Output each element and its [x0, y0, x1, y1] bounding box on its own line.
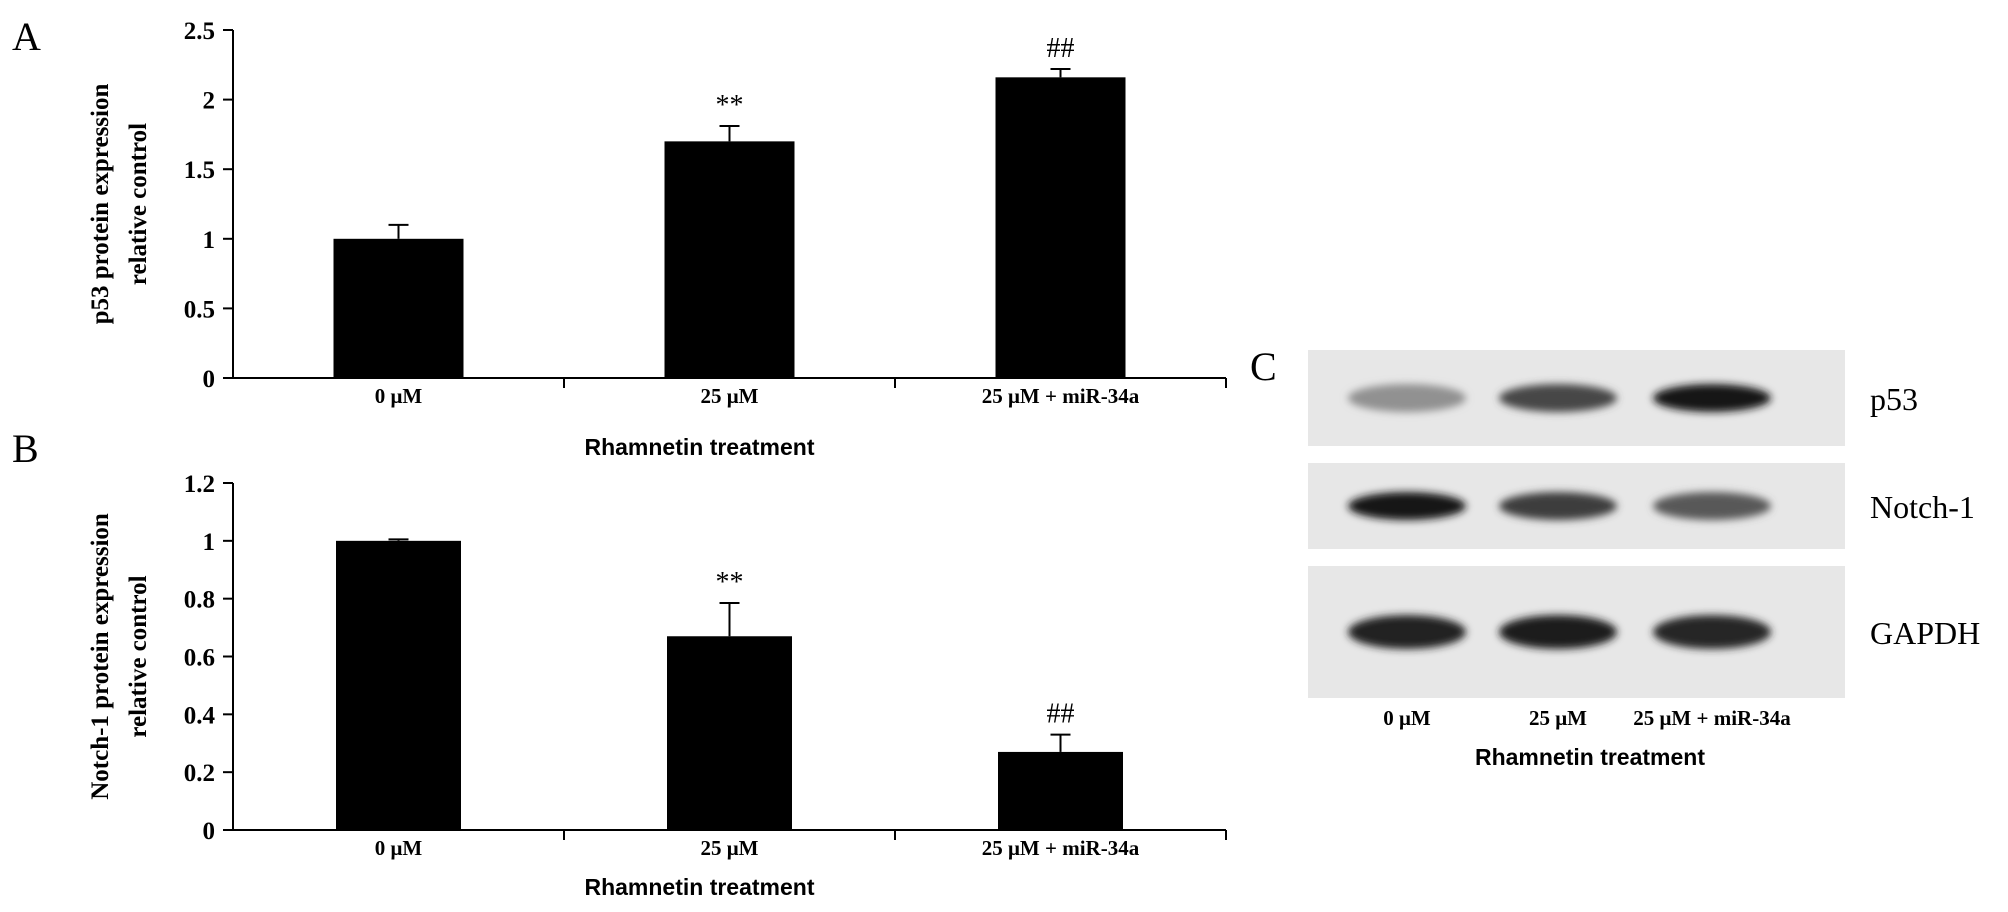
y-tick-label: 2	[203, 88, 216, 115]
chart-a-ylabel-line-2: relative control	[125, 123, 152, 285]
blot-row-label: Notch-1	[1870, 489, 1975, 525]
blot-band	[1348, 492, 1466, 520]
panel-letter-a: A	[12, 14, 41, 59]
y-tick-label: 1	[203, 227, 216, 254]
blot-band	[1653, 615, 1771, 649]
significance-label: ##	[1047, 699, 1075, 730]
category-label: 0 μM	[375, 384, 423, 408]
blot-band	[1499, 615, 1617, 649]
y-tick-label: 0.5	[184, 296, 215, 323]
significance-label: **	[716, 90, 744, 121]
category-label: 0 μM	[375, 836, 423, 860]
blot-row-label: p53	[1870, 381, 1918, 417]
bar	[998, 751, 1123, 830]
bar	[664, 141, 795, 378]
blot-row-label: GAPDH	[1870, 615, 1980, 651]
y-tick-label: 1.5	[184, 157, 215, 184]
bar	[336, 540, 461, 830]
y-tick-label: 1	[203, 529, 216, 556]
blot-lane-label: 25 μM	[1529, 706, 1587, 730]
blot-band	[1653, 384, 1771, 412]
category-label: 25 μM + miR-34a	[982, 836, 1140, 860]
y-tick-label: 0	[203, 366, 216, 393]
significance-label: **	[716, 567, 744, 598]
panel-letter-c: C	[1250, 344, 1277, 389]
category-label: 25 μM	[701, 836, 759, 860]
blot-xlabel: Rhamnetin treatment	[1475, 744, 1705, 770]
category-label: 25 μM + miR-34a	[982, 384, 1140, 408]
blot-band	[1348, 615, 1466, 649]
panel-letter-b: B	[12, 426, 39, 471]
y-tick-label: 0.8	[184, 587, 215, 614]
chart-b-xlabel: Rhamnetin treatment	[584, 874, 814, 900]
chart-b-ylabel-line-1: Notch-1 protein expression	[87, 513, 114, 800]
blot-band	[1653, 492, 1771, 520]
chart-b: Notch-1 protein expression relative cont…	[87, 471, 1227, 900]
y-tick-label: 0	[203, 818, 216, 845]
chart-a-ylabel-line-1: p53 protein expression	[87, 84, 114, 325]
bar	[333, 238, 464, 378]
y-tick-label: 2.5	[184, 18, 215, 45]
bar	[667, 636, 792, 830]
category-label: 25 μM	[701, 384, 759, 408]
y-tick-label: 0.2	[184, 760, 215, 787]
chart-a-xlabel: Rhamnetin treatment	[584, 434, 814, 460]
y-tick-label: 0.4	[184, 702, 216, 729]
blot-lane-label: 0 μM	[1383, 706, 1431, 730]
blot-band	[1499, 384, 1617, 412]
blot-band	[1499, 492, 1617, 520]
y-tick-label: 1.2	[184, 471, 215, 498]
bar	[995, 77, 1126, 378]
significance-label: ##	[1047, 33, 1075, 64]
blot-band	[1348, 384, 1466, 412]
chart-b-ylabel-line-2: relative control	[125, 575, 152, 737]
western-blot: Rhamnetin treatment p53 Notch-1 GAPDH 0 μM 2…	[1308, 350, 1980, 770]
chart-a: p53 protein expression relative control …	[87, 18, 1227, 460]
y-tick-label: 0.6	[184, 645, 215, 672]
blot-lane-label: 25 μM + miR-34a	[1633, 706, 1791, 730]
